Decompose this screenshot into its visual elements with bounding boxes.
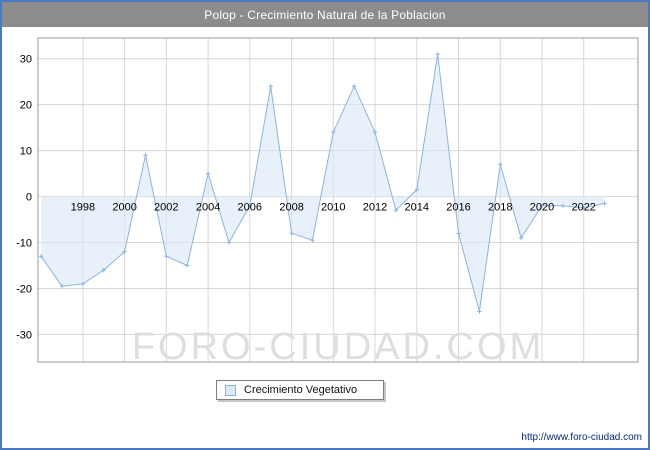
svg-text:2002: 2002 — [154, 202, 178, 214]
legend-label: Crecimiento Vegetativo — [244, 384, 358, 396]
svg-text:2016: 2016 — [446, 202, 470, 214]
svg-text:2012: 2012 — [363, 202, 387, 214]
legend-swatch-icon — [225, 384, 236, 396]
chart-plot: FORO-CIUDAD.COM -30 -20 -10 0 10 20 30 1998 2000 2… — [16, 37, 639, 368]
svg-text:2004: 2004 — [196, 202, 220, 214]
svg-text:2008: 2008 — [279, 202, 303, 214]
svg-text:2018: 2018 — [488, 202, 512, 214]
svg-text:-10: -10 — [16, 238, 32, 250]
svg-text:30: 30 — [20, 54, 32, 66]
svg-text:0: 0 — [26, 192, 32, 204]
svg-text:2006: 2006 — [238, 202, 262, 214]
svg-text:2000: 2000 — [112, 202, 136, 214]
svg-text:2022: 2022 — [571, 202, 595, 214]
svg-text:2020: 2020 — [530, 202, 554, 214]
chart-title: Polop - Crecimiento Natural de la Poblac… — [2, 2, 648, 27]
svg-text:20: 20 — [20, 100, 32, 112]
legend: Crecimiento Vegetativo — [216, 380, 385, 400]
svg-text:-20: -20 — [16, 284, 32, 296]
watermark: FORO-CIUDAD.COM — [132, 326, 544, 368]
svg-text:1998: 1998 — [71, 202, 95, 214]
svg-text:2014: 2014 — [405, 202, 429, 214]
footer-url[interactable]: http://www.foro-ciudad.com — [521, 432, 642, 443]
svg-text:2010: 2010 — [321, 202, 345, 214]
svg-text:-30: -30 — [16, 329, 32, 341]
svg-text:10: 10 — [20, 146, 32, 158]
